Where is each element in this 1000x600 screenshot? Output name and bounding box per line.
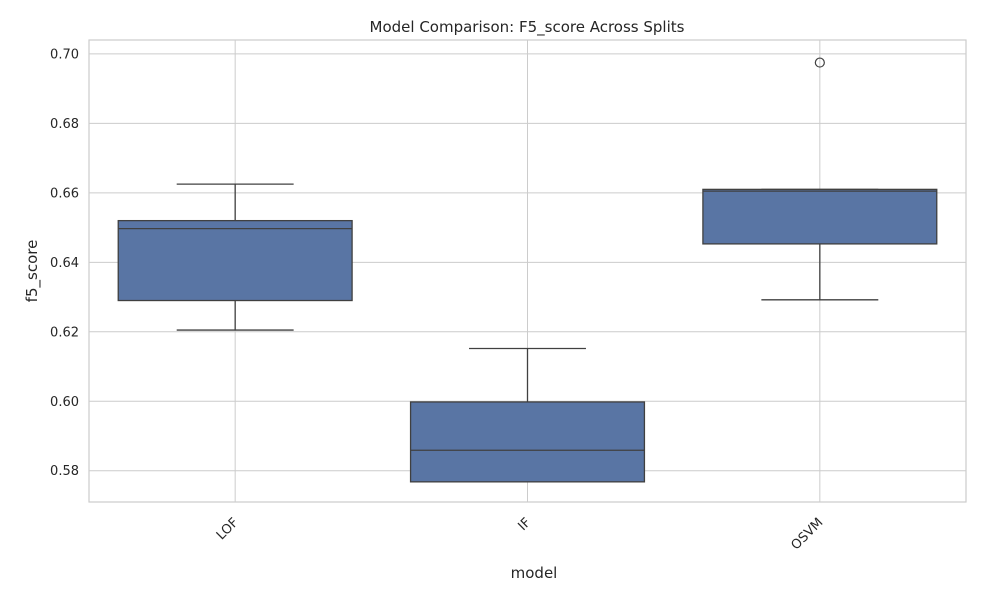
x-tick-label-osvm: OSVM bbox=[789, 515, 827, 553]
box-series bbox=[117, 57, 938, 483]
iqr-box bbox=[117, 219, 353, 302]
x-tick-label-lof: LOF bbox=[214, 515, 242, 543]
y-tick-label: 0.66 bbox=[50, 186, 79, 201]
y-axis-label: f5_score bbox=[23, 240, 42, 303]
y-tick-labels: 0.58 0.60 0.62 0.64 0.66 0.68 0.70 bbox=[50, 47, 79, 479]
box-group-if bbox=[409, 347, 646, 483]
iqr-box bbox=[702, 188, 938, 245]
y-tick-label: 0.64 bbox=[50, 256, 79, 271]
outlier-point bbox=[814, 57, 825, 68]
y-tick-label: 0.70 bbox=[50, 47, 79, 62]
x-tick-label-if: IF bbox=[515, 515, 534, 534]
box-group-osvm bbox=[702, 57, 938, 301]
y-tick-label: 0.62 bbox=[50, 325, 79, 340]
chart-title: Model Comparison: F5_score Across Splits bbox=[370, 18, 685, 37]
y-tick-label: 0.68 bbox=[50, 117, 79, 132]
box-group-lof bbox=[117, 183, 353, 331]
plot-frame bbox=[88, 39, 967, 503]
y-tick-label: 0.60 bbox=[50, 395, 79, 410]
iqr-box bbox=[409, 401, 646, 483]
y-tick-label: 0.58 bbox=[50, 464, 79, 479]
x-tick-labels: LOF IF OSVM bbox=[214, 515, 827, 553]
x-axis-label: model bbox=[511, 564, 558, 582]
